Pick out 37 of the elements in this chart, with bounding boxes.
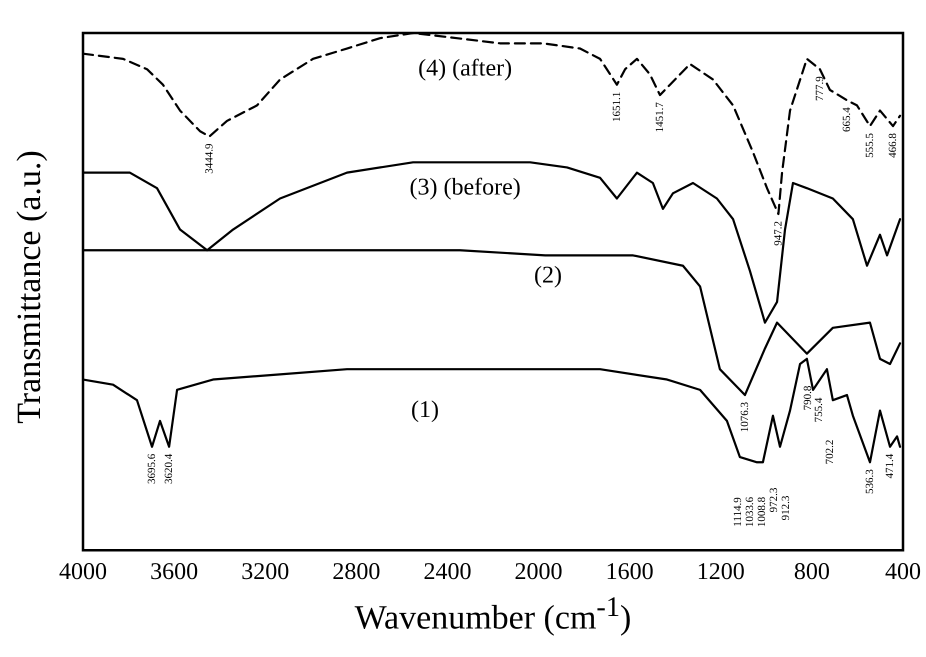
- annotation: 555.5: [864, 132, 876, 158]
- x-tick-label: 1200: [696, 558, 745, 585]
- series-label: (2): [534, 262, 562, 288]
- annotation: 1114.9: [732, 496, 744, 527]
- series-label: (4) (after): [418, 56, 512, 82]
- annotation: 665.4: [840, 106, 853, 132]
- x-tick-label: 4000: [59, 558, 107, 585]
- x-axis-title: Wavenumber (cm$^{-1}$): [354, 592, 632, 638]
- x-tick-label: 2800: [332, 558, 380, 585]
- annotation: 3695.6: [146, 453, 158, 484]
- annotation: 777.9: [814, 76, 826, 101]
- series-label: (3) (before): [409, 174, 521, 200]
- annotation: 3620.4: [162, 453, 175, 484]
- annotation: 466.8: [886, 132, 899, 158]
- annotation: 1076.3: [738, 402, 751, 432]
- annotation: 1451.7: [654, 102, 666, 132]
- annotation: 972.3: [768, 487, 780, 512]
- x-tick-label: 3600: [150, 558, 198, 585]
- annotation: 536.3: [864, 468, 876, 494]
- x-tick-label: 400: [885, 558, 921, 585]
- annotation: 790.8: [802, 385, 814, 410]
- annotation: 912.3: [780, 495, 792, 520]
- series-label: (1): [410, 396, 439, 423]
- x-tick-label: 800: [794, 558, 830, 585]
- x-tick-label: 1600: [606, 558, 654, 585]
- x-tick-label: 3200: [241, 558, 290, 585]
- annotation: 3444.9: [203, 142, 216, 174]
- y-axis-title: Transmittance (a.u.): [11, 149, 49, 426]
- annotation: 947.2: [772, 221, 784, 246]
- x-tick-label: 2000: [514, 558, 563, 585]
- x-tick-label: 2400: [423, 558, 472, 585]
- annotation: 471.4: [884, 453, 896, 479]
- annotation: 1033.6: [744, 496, 756, 528]
- annotation: 755.4: [812, 397, 825, 422]
- annotation: 1008.8: [756, 496, 768, 528]
- annotation: 1651.1: [610, 92, 623, 122]
- annotation: 702.2: [824, 440, 836, 464]
